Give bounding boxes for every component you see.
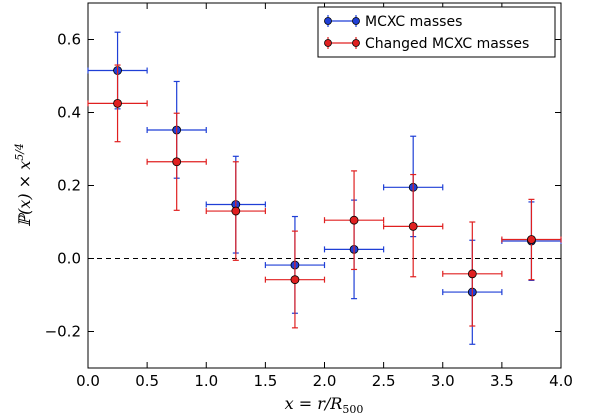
plot-area <box>87 2 562 369</box>
point-marker <box>172 157 182 167</box>
data-point <box>146 112 207 211</box>
data-point <box>87 64 148 143</box>
y-tick-label: 0.6 <box>57 31 81 49</box>
y-tick-label: 0.2 <box>57 177 81 195</box>
data-point <box>442 221 503 327</box>
y-tick-label: 0.0 <box>57 250 81 268</box>
plot-frame <box>87 2 562 369</box>
x-tick-label: 4.0 <box>549 372 573 390</box>
point-marker <box>527 235 536 244</box>
point-marker <box>231 206 241 216</box>
x-tick-label: 3.0 <box>431 372 455 390</box>
data-point <box>501 198 562 281</box>
legend-entry-2: Changed MCXC masses <box>324 36 529 52</box>
y-axis-label: ℙ(x) × x5/4 <box>13 143 34 227</box>
legend-label: Changed MCXC masses <box>365 36 529 52</box>
legend-marker <box>352 39 360 47</box>
x-axis-label: x = r/R500 <box>285 394 364 416</box>
point-marker <box>290 275 300 285</box>
tick-labels: 0.0 0.5 1.0 1.5 2.0 2.5 3.0 3.5 4.0 −0.2 0.0 0.2 0.4… <box>45 31 573 391</box>
y-tick-label: −0.2 <box>45 323 81 341</box>
data-point <box>383 173 444 278</box>
legend-marker <box>324 39 332 47</box>
series-2 <box>87 64 562 329</box>
data-point <box>264 230 326 329</box>
point-marker <box>349 215 359 225</box>
data-point <box>205 161 266 261</box>
legend-entry-1: MCXC masses <box>324 14 462 30</box>
x-tick-label: 0.0 <box>76 372 100 390</box>
x-tick-label: 2.0 <box>313 372 337 390</box>
legend-label: MCXC masses <box>365 14 462 30</box>
x-tick-label: 0.5 <box>135 372 159 390</box>
point-marker <box>113 98 122 108</box>
legend: MCXC masses Changed MCXC masses <box>317 6 556 58</box>
y-tick-label: 0.4 <box>57 104 81 122</box>
legend-entries: MCXC masses Changed MCXC masses <box>324 14 529 52</box>
legend-marker <box>324 17 332 25</box>
legend-marker <box>352 17 360 25</box>
x-tick-label: 1.5 <box>253 372 277 390</box>
x-tick-label: 2.5 <box>372 372 396 390</box>
point-marker <box>408 221 418 231</box>
x-tick-label: 3.5 <box>490 372 514 390</box>
data-point <box>323 170 385 271</box>
series-layer <box>87 31 562 345</box>
legend-frame <box>317 6 556 58</box>
point-marker <box>467 269 477 279</box>
x-tick-label: 1.0 <box>194 372 218 390</box>
